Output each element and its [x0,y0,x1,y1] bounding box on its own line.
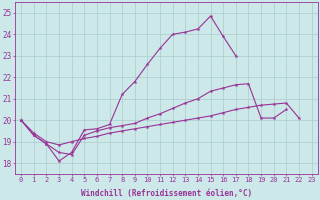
X-axis label: Windchill (Refroidissement éolien,°C): Windchill (Refroidissement éolien,°C) [81,189,252,198]
